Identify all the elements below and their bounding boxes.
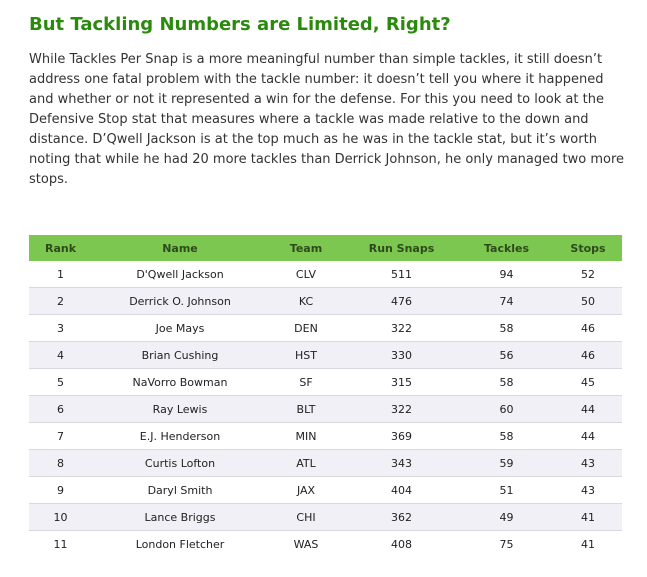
cell-run-snaps: 315 bbox=[344, 368, 459, 396]
column-header-stops: Stops bbox=[554, 235, 622, 261]
cell-team: HST bbox=[268, 341, 344, 369]
table-row: 2 Derrick O. Johnson KC 476 74 50 bbox=[29, 287, 622, 315]
cell-rank: 5 bbox=[29, 368, 92, 396]
table-row: 6 Ray Lewis BLT 322 60 44 bbox=[29, 395, 622, 423]
cell-rank: 8 bbox=[29, 449, 92, 477]
cell-name: Derrick O. Johnson bbox=[92, 287, 268, 315]
cell-name: Lance Briggs bbox=[92, 503, 268, 531]
cell-run-snaps: 511 bbox=[344, 261, 459, 288]
cell-team: SF bbox=[268, 368, 344, 396]
table-row: 8 Curtis Lofton ATL 343 59 43 bbox=[29, 449, 622, 477]
cell-stops: 44 bbox=[554, 395, 622, 423]
cell-rank: 2 bbox=[29, 287, 92, 315]
cell-tackles: 56 bbox=[459, 341, 554, 369]
table-row: 1 D'Qwell Jackson CLV 511 94 52 bbox=[29, 261, 622, 288]
table-body: 1 D'Qwell Jackson CLV 511 94 52 2 Derrick O. Jo… bbox=[29, 261, 622, 557]
cell-name: Joe Mays bbox=[92, 314, 268, 342]
cell-stops: 44 bbox=[554, 422, 622, 450]
cell-run-snaps: 369 bbox=[344, 422, 459, 450]
defensive-stops-table: Rank Name Team Run Snaps Tackles Stops 1… bbox=[29, 235, 622, 557]
cell-team: MIN bbox=[268, 422, 344, 450]
cell-tackles: 58 bbox=[459, 422, 554, 450]
cell-rank: 9 bbox=[29, 476, 92, 504]
table-row: 11 London Fletcher WAS 408 75 41 bbox=[29, 530, 622, 557]
cell-stops: 46 bbox=[554, 314, 622, 342]
column-header-run-snaps: Run Snaps bbox=[344, 235, 459, 261]
cell-team: CHI bbox=[268, 503, 344, 531]
cell-tackles: 60 bbox=[459, 395, 554, 423]
cell-rank: 7 bbox=[29, 422, 92, 450]
cell-stops: 46 bbox=[554, 341, 622, 369]
column-header-name: Name bbox=[92, 235, 268, 261]
cell-stops: 41 bbox=[554, 530, 622, 557]
cell-tackles: 58 bbox=[459, 368, 554, 396]
cell-name: Daryl Smith bbox=[92, 476, 268, 504]
cell-run-snaps: 330 bbox=[344, 341, 459, 369]
cell-stops: 50 bbox=[554, 287, 622, 315]
cell-team: DEN bbox=[268, 314, 344, 342]
cell-team: BLT bbox=[268, 395, 344, 423]
cell-tackles: 58 bbox=[459, 314, 554, 342]
cell-name: Curtis Lofton bbox=[92, 449, 268, 477]
cell-stops: 43 bbox=[554, 449, 622, 477]
article-paragraph: While Tackles Per Snap is a more meaning… bbox=[29, 52, 624, 187]
table-row: 9 Daryl Smith JAX 404 51 43 bbox=[29, 476, 622, 504]
table-header-row: Rank Name Team Run Snaps Tackles Stops bbox=[29, 235, 622, 261]
cell-run-snaps: 404 bbox=[344, 476, 459, 504]
cell-tackles: 49 bbox=[459, 503, 554, 531]
column-header-tackles: Tackles bbox=[459, 235, 554, 261]
table-row: 5 NaVorro Bowman SF 315 58 45 bbox=[29, 368, 622, 396]
cell-run-snaps: 322 bbox=[344, 395, 459, 423]
cell-tackles: 51 bbox=[459, 476, 554, 504]
cell-rank: 3 bbox=[29, 314, 92, 342]
cell-team: KC bbox=[268, 287, 344, 315]
table-row: 3 Joe Mays DEN 322 58 46 bbox=[29, 314, 622, 342]
cell-tackles: 94 bbox=[459, 261, 554, 288]
article-heading: But Tackling Numbers are Limited, Right? bbox=[29, 14, 451, 35]
cell-run-snaps: 362 bbox=[344, 503, 459, 531]
cell-name: E.J. Henderson bbox=[92, 422, 268, 450]
cell-run-snaps: 476 bbox=[344, 287, 459, 315]
cell-name: Brian Cushing bbox=[92, 341, 268, 369]
cell-rank: 1 bbox=[29, 261, 92, 288]
cell-tackles: 59 bbox=[459, 449, 554, 477]
cell-rank: 11 bbox=[29, 530, 92, 557]
table-row: 10 Lance Briggs CHI 362 49 41 bbox=[29, 503, 622, 531]
cell-stops: 43 bbox=[554, 476, 622, 504]
cell-rank: 6 bbox=[29, 395, 92, 423]
cell-name: D'Qwell Jackson bbox=[92, 261, 268, 288]
table-row: 7 E.J. Henderson MIN 369 58 44 bbox=[29, 422, 622, 450]
cell-run-snaps: 343 bbox=[344, 449, 459, 477]
cell-name: NaVorro Bowman bbox=[92, 368, 268, 396]
cell-name: London Fletcher bbox=[92, 530, 268, 557]
cell-tackles: 75 bbox=[459, 530, 554, 557]
cell-team: WAS bbox=[268, 530, 344, 557]
cell-rank: 4 bbox=[29, 341, 92, 369]
column-header-rank: Rank bbox=[29, 235, 92, 261]
cell-run-snaps: 408 bbox=[344, 530, 459, 557]
cell-team: CLV bbox=[268, 261, 344, 288]
cell-stops: 45 bbox=[554, 368, 622, 396]
cell-name: Ray Lewis bbox=[92, 395, 268, 423]
cell-team: JAX bbox=[268, 476, 344, 504]
cell-run-snaps: 322 bbox=[344, 314, 459, 342]
column-header-team: Team bbox=[268, 235, 344, 261]
cell-team: ATL bbox=[268, 449, 344, 477]
cell-stops: 52 bbox=[554, 261, 622, 288]
cell-rank: 10 bbox=[29, 503, 92, 531]
cell-stops: 41 bbox=[554, 503, 622, 531]
table-row: 4 Brian Cushing HST 330 56 46 bbox=[29, 341, 622, 369]
cell-tackles: 74 bbox=[459, 287, 554, 315]
